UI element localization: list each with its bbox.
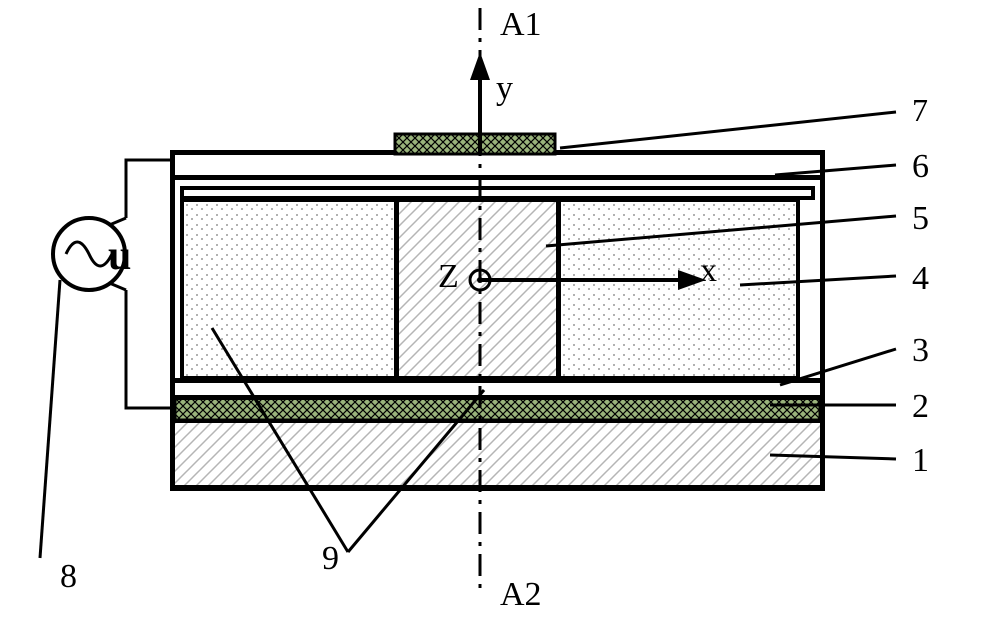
num-8: 8 <box>60 558 77 596</box>
num-7: 7 <box>912 92 928 129</box>
num-5: 5 <box>912 200 929 238</box>
label-A2: A2 <box>500 576 542 614</box>
num-6: 6 <box>912 148 929 186</box>
label-u: u <box>108 232 131 280</box>
label-z: Z <box>438 258 459 296</box>
num-4: 4 <box>912 260 929 298</box>
num-1: 1 <box>912 442 929 480</box>
label-x: x <box>700 252 717 290</box>
num-2: 2 <box>912 388 929 426</box>
num-3: 3 <box>912 332 929 370</box>
label-y: y <box>496 70 513 108</box>
diagram-stage: A1 A2 y x Z u 7 6 5 4 3 2 1 8 9 <box>0 0 1000 634</box>
num-9: 9 <box>322 540 339 578</box>
label-A1: A1 <box>500 6 542 44</box>
